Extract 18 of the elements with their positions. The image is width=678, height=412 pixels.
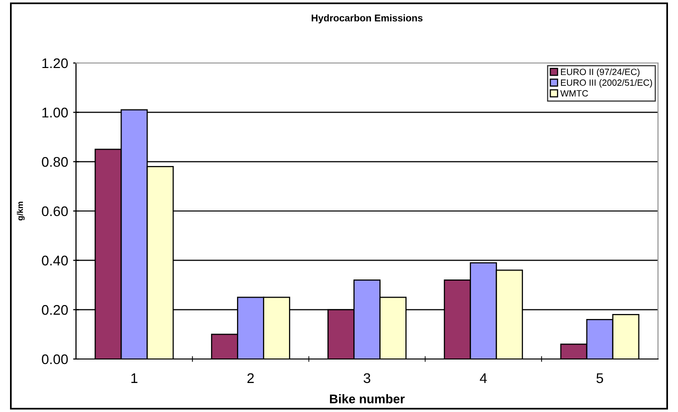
x-axis-title: Bike number xyxy=(330,394,405,404)
x-tick-label: 5 xyxy=(596,373,604,384)
x-tick-label: 2 xyxy=(247,373,254,383)
y-tick-label: 0.20 xyxy=(42,305,68,315)
y-axis-title: g/km xyxy=(16,202,25,220)
x-tick-label: 3 xyxy=(364,373,370,384)
y-tick-label: 1.00 xyxy=(42,108,68,118)
legend-label: EURO II (97/24/EC) xyxy=(561,68,640,77)
x-tick-label: 4 xyxy=(480,373,487,383)
legend-label: EURO III (2002/51/EC) xyxy=(561,79,652,88)
chart-title: Hydrocarbon Emissions xyxy=(312,14,423,24)
y-tick-label: 0.00 xyxy=(42,354,68,364)
x-tick-label: 1 xyxy=(131,373,138,383)
y-tick-label: 0.40 xyxy=(42,256,68,266)
y-tick-label: 0.60 xyxy=(42,206,68,216)
legend-label: WMTC xyxy=(560,90,588,97)
y-tick-label: 0.80 xyxy=(42,157,68,167)
y-tick-label: 1.20 xyxy=(42,58,68,68)
